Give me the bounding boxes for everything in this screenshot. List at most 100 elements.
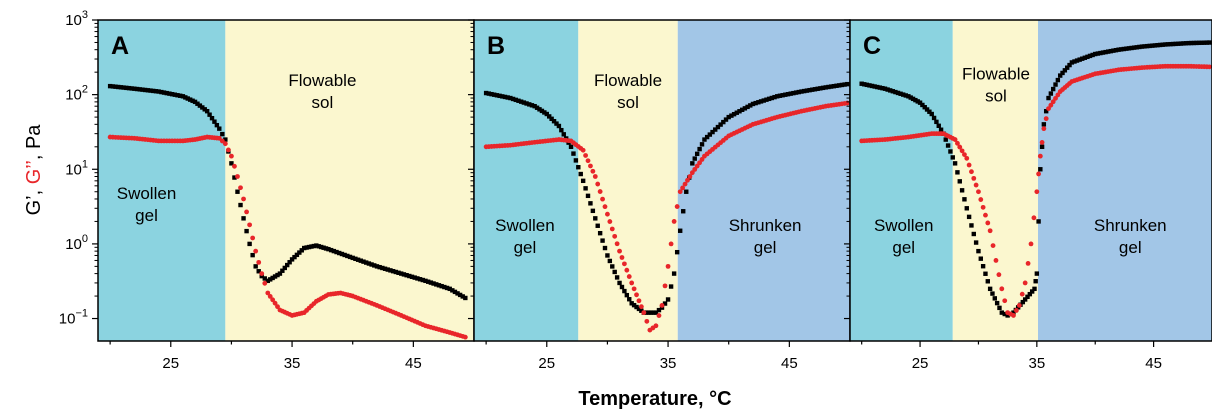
g-prime-point (834, 83, 839, 88)
g-prime-point (202, 107, 207, 112)
region-label-sol: sol (617, 93, 639, 112)
g-prime-point (1022, 297, 1028, 302)
g-prime-point (1118, 47, 1124, 52)
g-prime-point (590, 208, 596, 214)
g-prime-point (148, 88, 153, 93)
g-double-prime-point (973, 182, 979, 188)
g-double-prime-point (1050, 99, 1056, 105)
g-prime-point (1041, 122, 1047, 127)
g-prime-point (442, 284, 447, 290)
g-prime-point (890, 89, 896, 94)
g-prime-point (1186, 40, 1191, 46)
g-prime-point (1134, 45, 1139, 50)
g-prime-point (253, 264, 258, 269)
g-prime-point (1080, 56, 1085, 61)
g-prime-point (549, 116, 554, 122)
g-prime-point (328, 247, 334, 253)
g-prime-point (1202, 40, 1207, 45)
g-prime-point (690, 161, 695, 166)
y-tick-label: 100 (65, 233, 88, 253)
g-double-prime-point (626, 274, 632, 279)
g-double-prime-point (687, 174, 693, 179)
g-prime-point (1108, 48, 1113, 54)
g-prime-point (1103, 49, 1108, 55)
g-prime-point (407, 273, 412, 279)
g-double-prime-point (583, 153, 588, 158)
g-prime-point (1095, 51, 1101, 56)
g-prime-point (610, 264, 615, 269)
g-double-prime-point (985, 220, 991, 226)
region-label-swollen: gel (135, 206, 158, 225)
x-tick-label: 35 (1028, 355, 1045, 372)
g-prime-point (1048, 91, 1054, 96)
g-prime-point (159, 89, 164, 95)
x-tick-label: 35 (284, 355, 301, 372)
g-prime-point (677, 228, 683, 233)
g-double-prime-point (1025, 261, 1031, 266)
g-double-prime-point (602, 204, 608, 210)
g-prime-point (1034, 271, 1040, 276)
g-prime-point (644, 310, 649, 315)
g-prime-point (875, 84, 880, 90)
g-prime-point (880, 85, 885, 91)
region-label-swollen: gel (892, 238, 915, 257)
g-double-prime-point (631, 286, 637, 292)
g-double-prime-point (694, 163, 700, 169)
g-prime-point (900, 92, 906, 97)
g-double-prime-point (993, 258, 999, 263)
g-prime-point (180, 94, 186, 99)
g-prime-point (588, 201, 593, 206)
g-prime-point (145, 88, 151, 93)
g-prime-point (1163, 42, 1168, 47)
panel-letter: C (863, 32, 881, 60)
g-double-prime-point (634, 292, 639, 298)
g-prime-point (718, 122, 723, 127)
g-prime-point (306, 244, 312, 250)
g-prime-point (318, 244, 324, 250)
g-double-prime-point (229, 153, 234, 159)
g-prime-point (1116, 47, 1121, 52)
g-prime-point (1204, 40, 1210, 45)
g-prime-point (358, 258, 363, 263)
g-prime-point (971, 231, 976, 237)
g-double-prime-point (996, 272, 1002, 278)
g-prime-point (1106, 49, 1111, 54)
g-double-prime-point (644, 318, 650, 324)
g-prime-point (366, 261, 372, 266)
g-double-prime-point (617, 248, 622, 254)
g-prime-point (1027, 291, 1033, 297)
g-prime-point (775, 94, 780, 99)
g-prime-point (532, 103, 537, 109)
g-prime-point (617, 280, 622, 286)
g-prime-point (785, 91, 791, 97)
g-prime-point (544, 111, 549, 117)
g-prime-point (142, 87, 148, 93)
g-double-prime-point (668, 241, 674, 247)
g-double-prime-point (656, 313, 662, 318)
g-prime-point (542, 110, 547, 115)
g-prime-point (345, 253, 350, 259)
g-prime-point (869, 83, 875, 89)
region-sol (225, 20, 474, 341)
g-prime-point (337, 250, 342, 256)
g-prime-point (153, 89, 159, 94)
g-prime-point (656, 307, 662, 313)
g-prime-point (684, 189, 689, 194)
g-double-prime-point (238, 185, 243, 191)
g-double-prime-point (597, 189, 603, 194)
g-double-prime-point (1043, 116, 1049, 122)
g-prime-point (994, 300, 1000, 306)
g-double-prime-symbol: G (23, 169, 45, 185)
g-prime-point (980, 264, 986, 269)
g-prime-point (323, 246, 329, 251)
g-prime-point (489, 91, 494, 97)
g-prime-point (178, 93, 183, 98)
g-prime-point (452, 289, 458, 295)
g-double-prime-point (272, 300, 278, 306)
g-prime-point (936, 123, 941, 128)
g-double-prime-point (964, 155, 970, 161)
g-double-prime-point (641, 310, 647, 316)
g-prime-point (1057, 73, 1063, 78)
g-prime-point (804, 88, 810, 93)
